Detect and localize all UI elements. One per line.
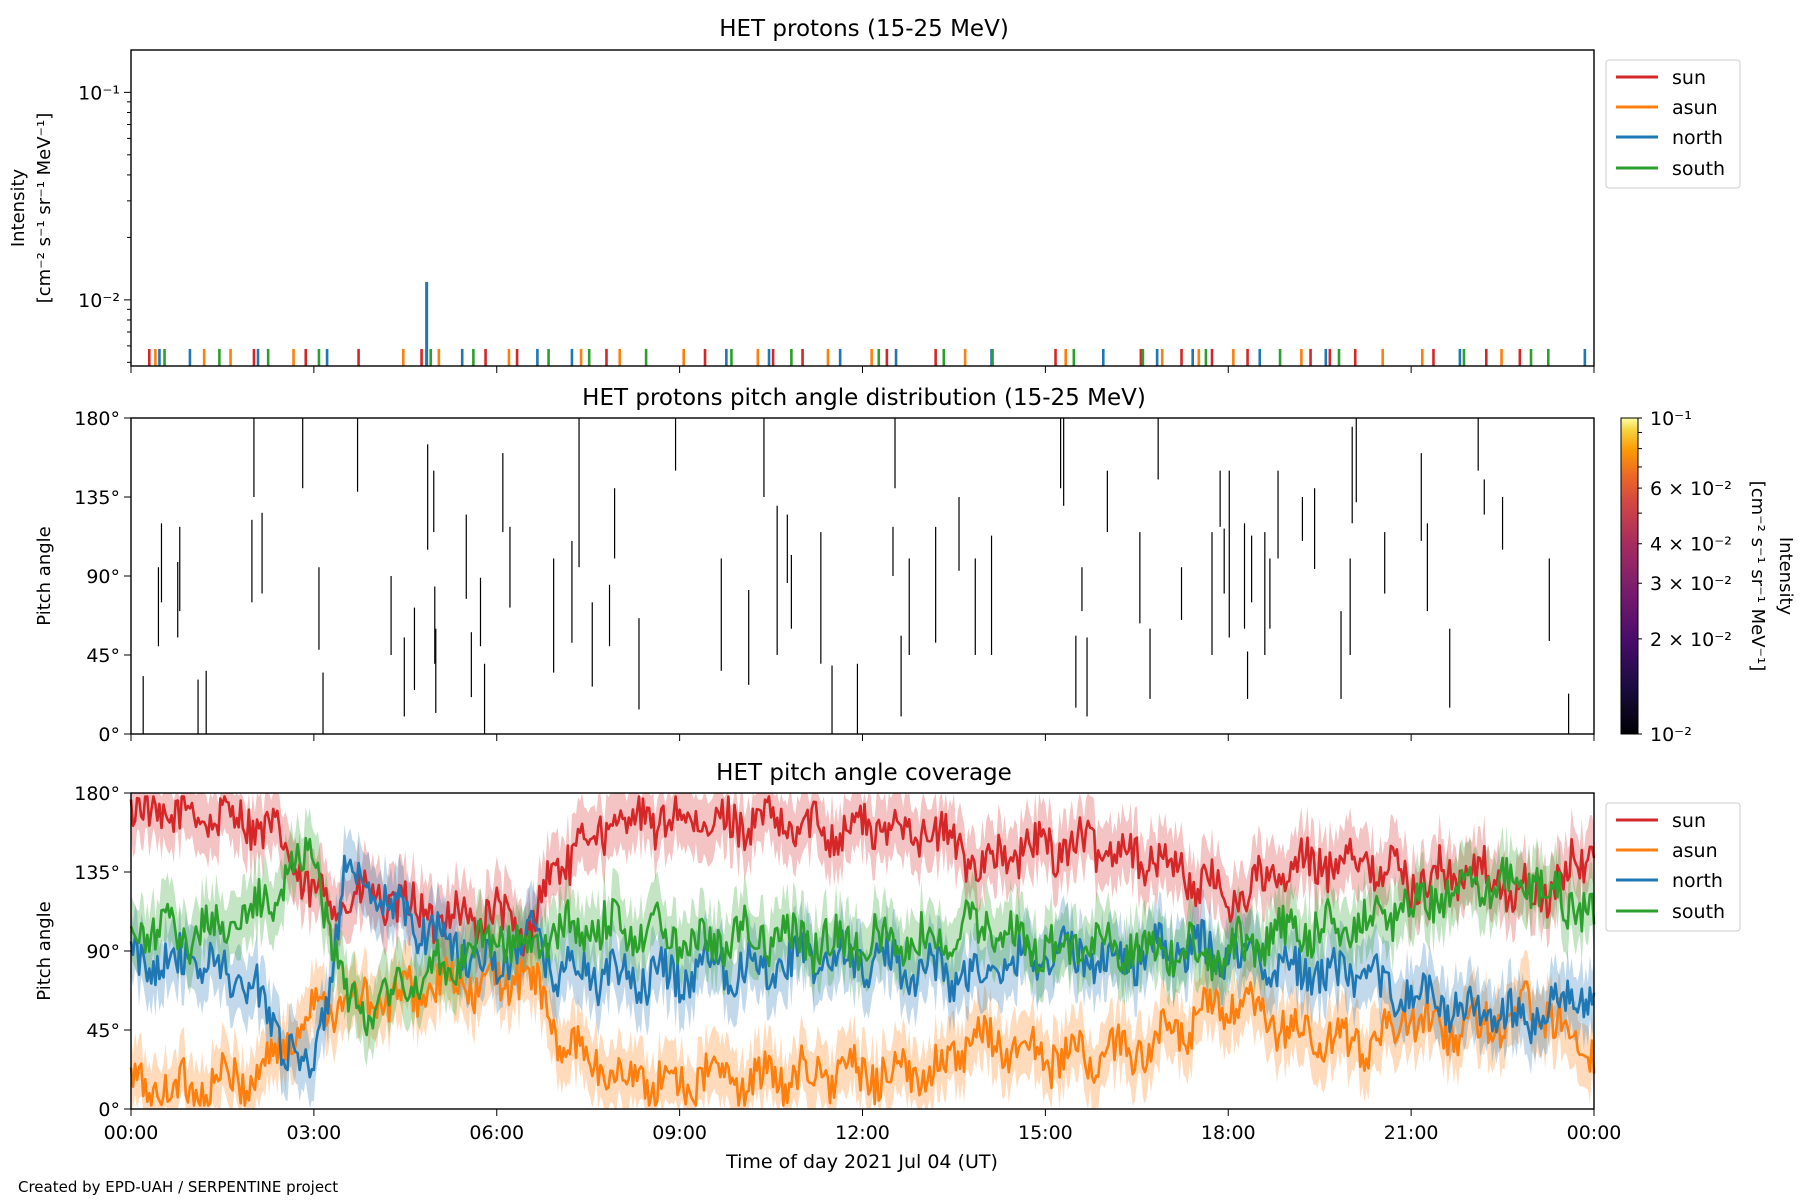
panel2-ytick-label-1: 45°	[86, 645, 120, 667]
x-tick-label-4: 12:00	[835, 1122, 890, 1144]
panel3-ytick-label-3: 135°	[74, 862, 120, 884]
panel2-plot-area	[142, 418, 1570, 734]
colorbar-tick-label-0: 10⁻²	[1650, 724, 1692, 746]
panel-pitch-angle-coverage: HET pitch angle coverage 0° 45° 90° 135° 180…	[34, 366, 1741, 1173]
panel3-y-ticks: 0° 45° 90° 135° 180°	[74, 783, 131, 1121]
panel1-frame	[130, 49, 1595, 367]
legend3-south-label: south	[1672, 901, 1725, 923]
colorbar-tick-label-2: 3 × 10⁻²	[1650, 573, 1732, 595]
x-tick-label-6: 18:00	[1201, 1122, 1256, 1144]
panel3-ylabel: Pitch angle	[34, 901, 55, 1000]
colorbar-ticks: 10⁻² 2 × 10⁻² 3 × 10⁻² 4 × 10⁻² 6 × 10⁻² 10⁻¹	[1638, 408, 1732, 746]
panel1-plot-area	[147, 281, 1587, 366]
panel2-ylabel: Pitch angle	[34, 526, 55, 625]
panel1-title: HET protons (15-25 MeV)	[719, 16, 1009, 42]
colorbar-tick-label-4: 6 × 10⁻²	[1650, 478, 1732, 500]
panel3-ytick-label-4: 180°	[74, 783, 120, 805]
panel-intensity: HET protons (15-25 MeV) 10⁻² 10⁻¹ Intensi…	[8, 16, 1741, 367]
panel1-ylabel-line1: Intensity	[8, 168, 29, 247]
x-axis-label: Time of day 2021 Jul 04 (UT)	[725, 1151, 998, 1173]
x-tick-label-5: 15:00	[1018, 1122, 1073, 1144]
credit-text: Created by EPD-UAH / SERPENTINE project	[18, 1178, 339, 1196]
x-tick-label-7: 21:00	[1384, 1122, 1439, 1144]
panel2-y-ticks: 0° 45° 90° 135° 180°	[74, 408, 131, 746]
panel1-legend: sun asun north south	[1605, 59, 1741, 189]
panel1-ytick-label-1: 10⁻¹	[78, 82, 120, 104]
panel1-legend-box	[1605, 59, 1741, 189]
panel3-plot-area	[129, 793, 1596, 1109]
panel3-ytick-label-0: 0°	[98, 1099, 120, 1121]
panel2-ytick-label-2: 90°	[86, 566, 120, 588]
legend3-asun-label: asun	[1672, 840, 1718, 862]
panel1-ytick-label-0: 10⁻²	[78, 290, 120, 312]
panel2-ytick-label-0: 0°	[98, 724, 120, 746]
panel-pitch-angle-distribution: HET protons pitch angle distribution (15…	[34, 385, 1796, 746]
panel2-frame	[130, 417, 1595, 735]
panel1-ylabel-line2: [cm⁻² s⁻¹ sr⁻¹ MeV⁻¹]	[34, 113, 55, 304]
panel2-ytick-label-4: 180°	[74, 408, 120, 430]
x-tick-label-0: 00:00	[104, 1122, 159, 1144]
panel3-ytick-label-1: 45°	[86, 1020, 120, 1042]
legend1-sun-label: sun	[1672, 67, 1706, 89]
coverage-line-south	[129, 836, 1596, 1037]
panel3-ytick-label-2: 90°	[86, 941, 120, 963]
x-tick-label-2: 06:00	[469, 1122, 524, 1144]
colorbar: 10⁻² 2 × 10⁻² 3 × 10⁻² 4 × 10⁻² 6 × 10⁻² 10⁻¹…	[1620, 408, 1796, 746]
x-tick-label-3: 09:00	[652, 1122, 707, 1144]
panel3-legend: sun asun north south	[1605, 802, 1741, 932]
colorbar-tick-label-1: 2 × 10⁻²	[1650, 629, 1732, 651]
colorbar-tick-label-3: 4 × 10⁻²	[1650, 534, 1732, 556]
legend1-asun-label: asun	[1672, 97, 1718, 119]
panel2-ytick-label-3: 135°	[74, 487, 120, 509]
legend3-north-label: north	[1672, 870, 1723, 892]
panel1-y-ticks: 10⁻² 10⁻¹	[78, 82, 131, 363]
panel3-title: HET pitch angle coverage	[716, 760, 1012, 786]
coverage-band-sun	[131, 793, 1594, 987]
colorbar-tick-label-5: 10⁻¹	[1650, 408, 1692, 430]
colorbar-gradient	[1620, 417, 1639, 735]
x-tick-label-8: 00:00	[1567, 1122, 1622, 1144]
legend1-south-label: south	[1672, 158, 1725, 180]
panel2-title: HET protons pitch angle distribution (15…	[582, 385, 1146, 411]
legend3-sun-label: sun	[1672, 810, 1706, 832]
x-tick-label-1: 03:00	[286, 1122, 341, 1144]
colorbar-label-line1: Intensity	[1775, 537, 1796, 616]
coverage-line-north	[129, 854, 1596, 1079]
coverage-band-south	[131, 806, 1594, 1067]
legend1-north-label: north	[1672, 127, 1723, 149]
x-axis-ticks: 00:00 03:00 06:00 09:00 12:00 15:00 18:00 21:00…	[104, 366, 1622, 1144]
panel3-legend-box	[1605, 802, 1741, 932]
colorbar-label-line2: [cm⁻² s⁻¹ sr⁻¹ MeV⁻¹]	[1747, 481, 1768, 672]
